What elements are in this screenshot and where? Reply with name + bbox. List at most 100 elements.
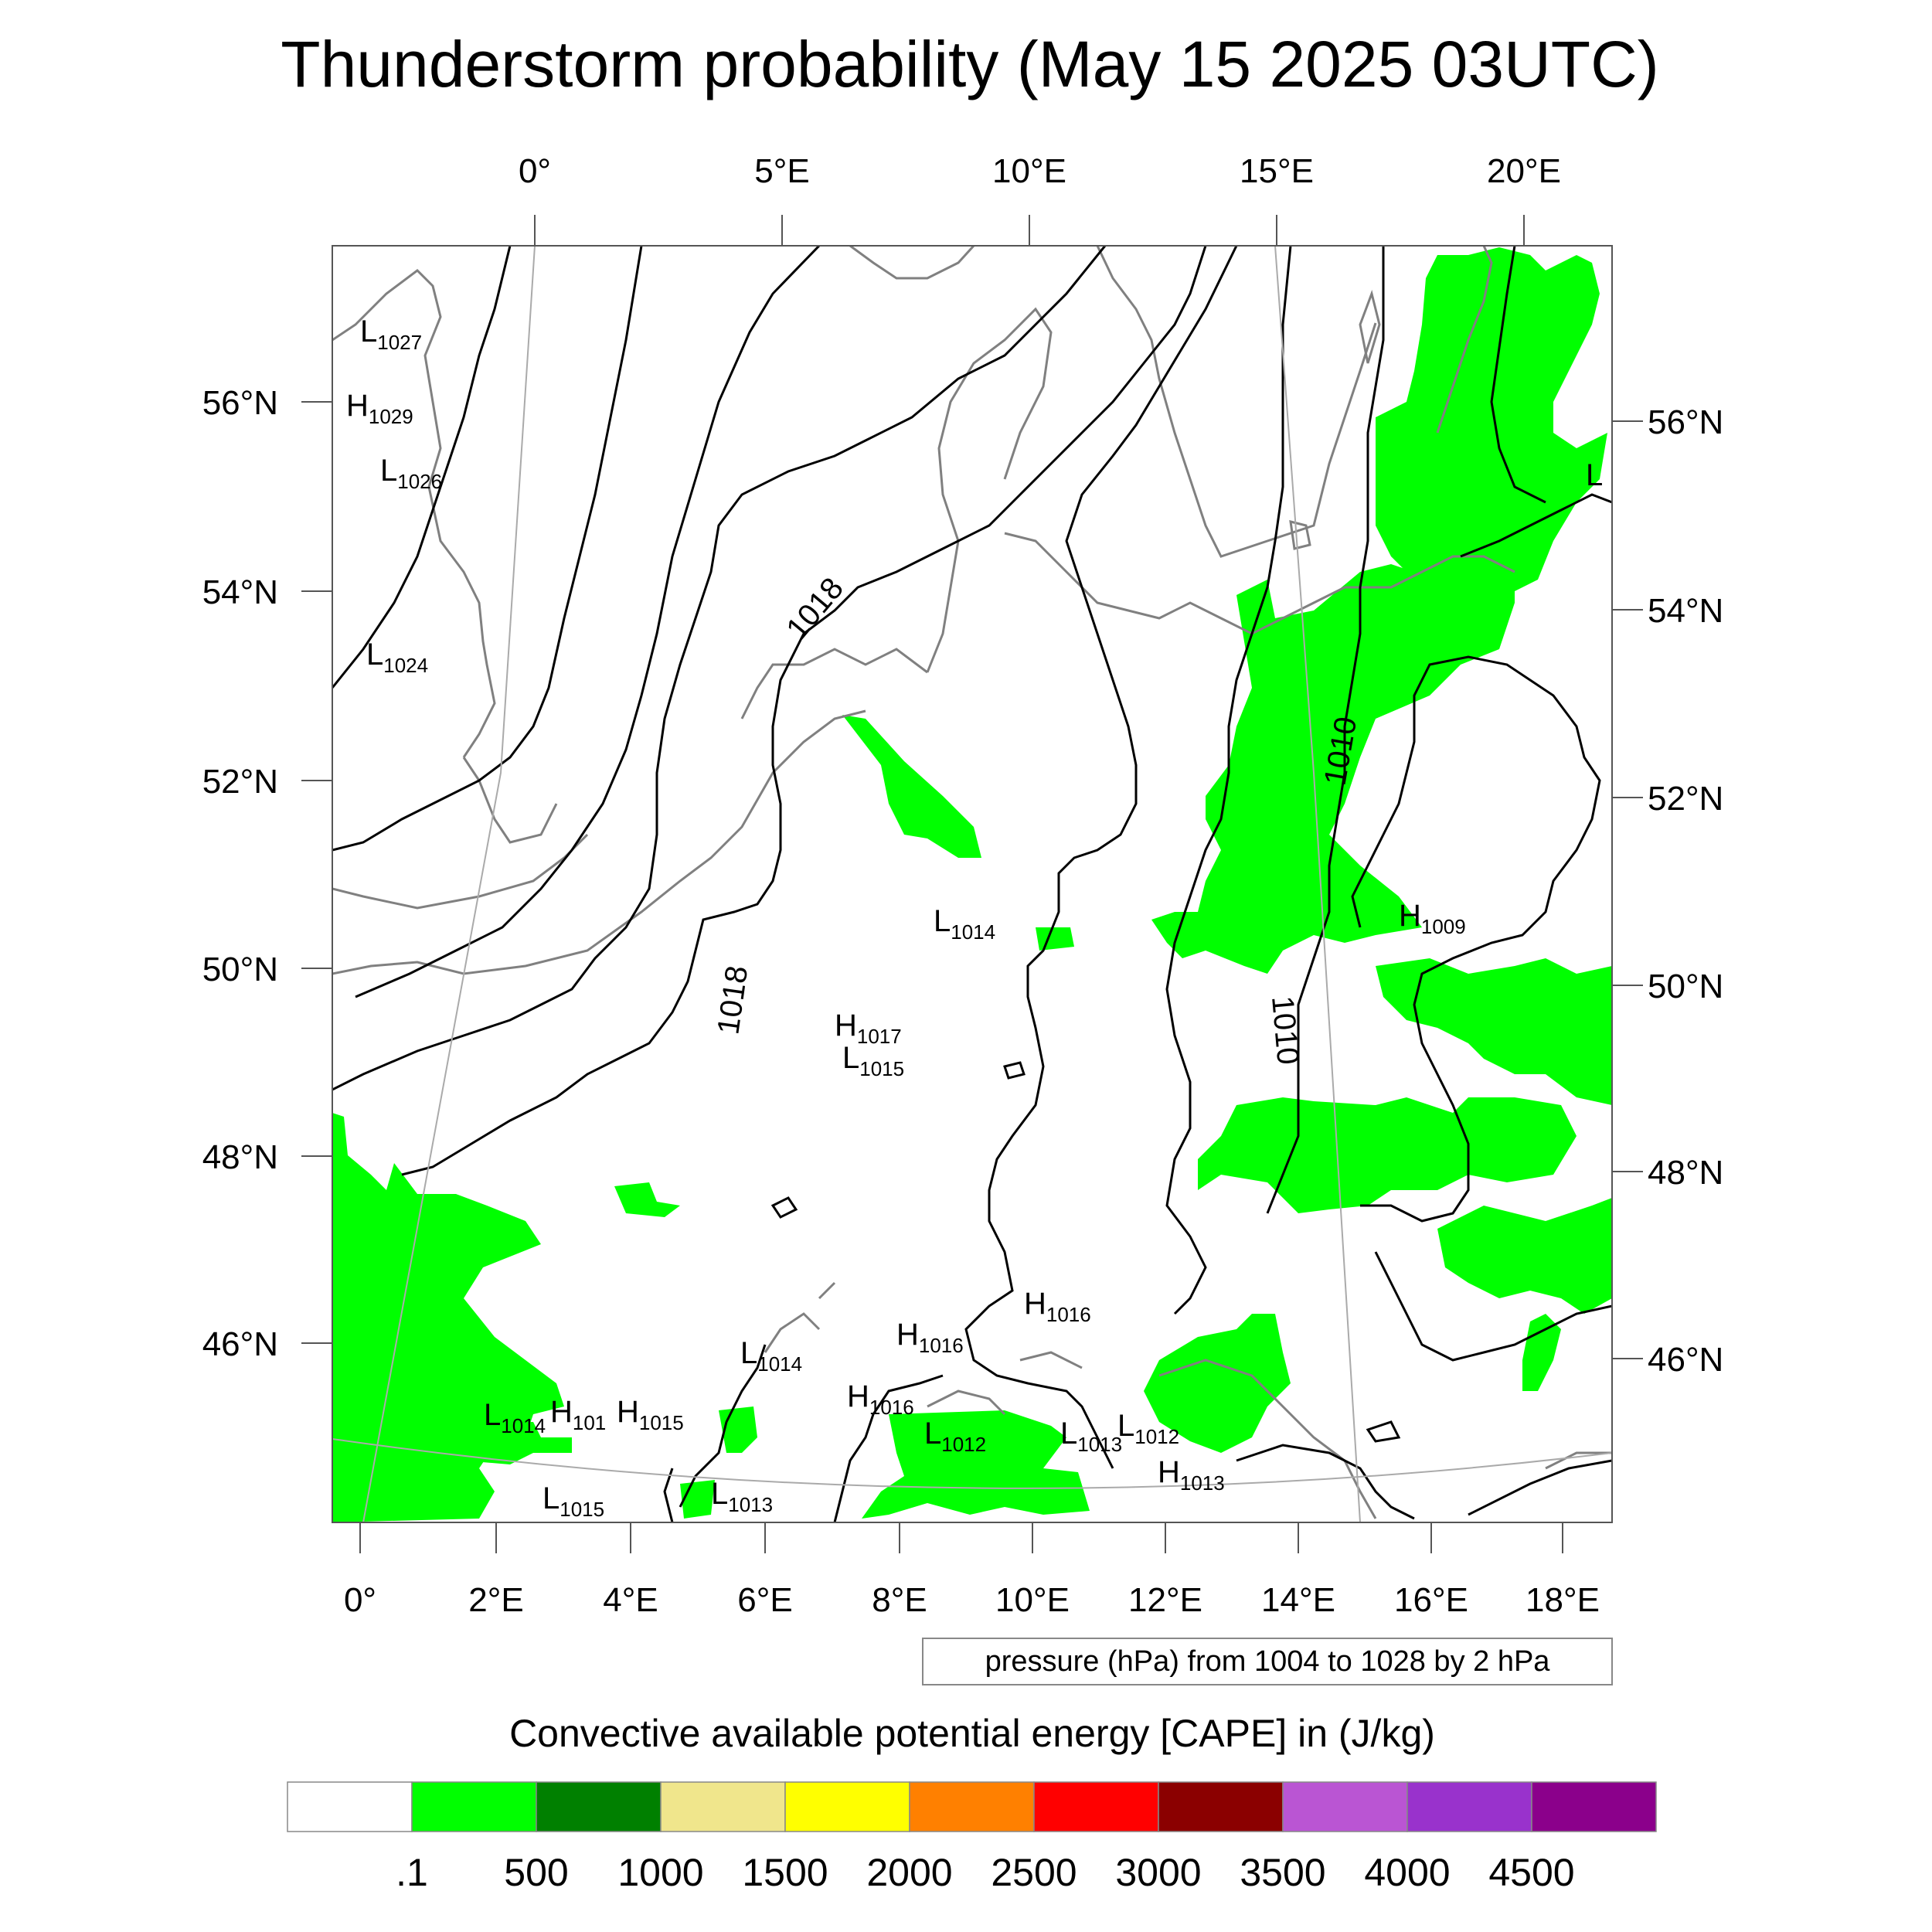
isobar-east-1 xyxy=(1165,246,1292,1315)
cape-region-alps-west-b xyxy=(680,1480,715,1519)
isobar-east-3 xyxy=(1351,834,1385,928)
isobar-baltic-east xyxy=(1490,246,1546,504)
coastline-bornholm xyxy=(1289,520,1311,550)
pressure-center: H1015 xyxy=(617,1395,684,1434)
coastlines xyxy=(332,246,1612,1519)
isobars xyxy=(332,246,1612,1522)
cape-region-southwest-b xyxy=(464,1422,572,1464)
colorbar-label: 2000 xyxy=(866,1851,952,1894)
colorbar-swatch xyxy=(411,1781,537,1832)
cape-colorbar: Convective available potential energy [C… xyxy=(287,1712,1657,1894)
pressure-center: H1016 xyxy=(847,1379,914,1419)
colorbar-label: 3500 xyxy=(1240,1851,1325,1894)
pressure-center: L1012 xyxy=(924,1417,986,1456)
left-lat-label: 54°N xyxy=(202,573,278,611)
bottom-lon-label: 12°E xyxy=(1128,1581,1202,1619)
pressure-centers: L1027 H1029 L1026 L1024 L1014 H1017 L101… xyxy=(346,315,1603,1521)
colorbar-label: 500 xyxy=(504,1851,568,1894)
bottom-lon-label: 6°E xyxy=(737,1581,792,1619)
pressure-center: L1012 xyxy=(1117,1409,1179,1448)
isobar-central xyxy=(964,246,1238,1469)
colorbar-label: 4500 xyxy=(1488,1851,1574,1894)
colorbar-swatch xyxy=(1033,1781,1159,1832)
isobar-hungary xyxy=(1374,1251,1612,1362)
coastline-denmark-west xyxy=(926,307,1053,673)
isobar-uk-2 xyxy=(332,246,643,852)
graticule-south-parallel xyxy=(332,1438,1612,1489)
bottom-lon-label: 0° xyxy=(344,1581,376,1619)
right-lat-label: 52°N xyxy=(1648,780,1723,818)
left-lat-label: 56°N xyxy=(202,384,278,422)
top-lon-label: 20°E xyxy=(1487,152,1561,190)
pressure-center: L1026 xyxy=(380,454,442,493)
left-lat-label: 46°N xyxy=(202,1325,278,1363)
pressure-center: L1014 xyxy=(484,1398,546,1437)
cape-region-germany-center xyxy=(1036,927,1074,951)
isobar-poland-loop xyxy=(1460,493,1612,558)
coastline-thames xyxy=(462,757,558,844)
cape-region-czech xyxy=(1198,1097,1577,1213)
colorbar-label: .1 xyxy=(396,1851,428,1894)
bottom-lon-label: 10°E xyxy=(995,1581,1070,1619)
pressure-center: L1024 xyxy=(366,638,428,677)
colorbar-swatch xyxy=(536,1781,662,1832)
graticule xyxy=(332,246,1612,1522)
colorbar-swatch xyxy=(1531,1781,1657,1832)
pressure-center: H1017 xyxy=(835,1009,902,1048)
left-latitude-labels: 56°N 54°N 52°N 50°N 48°N 46°N xyxy=(202,384,278,1363)
contour-info-text: pressure (hPa) from 1004 to 1028 by 2 hP… xyxy=(985,1645,1551,1678)
colorbar-label: 1500 xyxy=(742,1851,828,1894)
top-lon-label: 15°E xyxy=(1240,152,1314,190)
cape-region-slovenia xyxy=(1144,1314,1291,1453)
pressure-center: H1013 xyxy=(1158,1455,1225,1495)
colorbar-swatch xyxy=(1282,1781,1408,1832)
pressure-center: L1014 xyxy=(740,1336,802,1376)
graticule-0-meridian xyxy=(362,246,536,1522)
cape-region-france-east xyxy=(614,1182,680,1217)
coastline-alps-lakes xyxy=(927,1351,1083,1416)
pressure-center: L1015 xyxy=(842,1041,904,1080)
map-title: Thunderstorm probability (May 15 2025 03… xyxy=(281,28,1658,100)
coastline-baltic-states xyxy=(1436,246,1493,434)
top-longitude-labels: 0° 5°E 10°E 15°E 20°E xyxy=(519,152,1561,190)
map-frame xyxy=(332,245,1613,1523)
colorbar-label: 1000 xyxy=(617,1851,703,1894)
colorbar-swatch xyxy=(1158,1781,1284,1832)
cape-region-baltic xyxy=(1376,247,1607,595)
coastline-southeast xyxy=(1545,1451,1612,1470)
pressure-center: L1013 xyxy=(1060,1417,1122,1456)
bottom-lon-label: 18°E xyxy=(1526,1581,1600,1619)
map-panel: 0° 5°E 10°E 15°E 20°E 0° 2°E 4°E 6°E 8°E… xyxy=(202,152,1724,1619)
colorbar-label: 4000 xyxy=(1364,1851,1450,1894)
left-lat-label: 52°N xyxy=(202,763,278,801)
contour-info-box: pressure (hPa) from 1004 to 1028 by 2 hP… xyxy=(922,1638,1613,1685)
bottom-lon-label: 14°E xyxy=(1261,1581,1335,1619)
left-lat-label: 48°N xyxy=(202,1138,278,1176)
colorbar-swatches xyxy=(287,1781,1657,1832)
cape-region-poland-east xyxy=(1151,533,1515,974)
isobar-1010 xyxy=(1266,246,1385,1214)
bottom-lon-label: 16°E xyxy=(1394,1581,1468,1619)
cape-region-belgium xyxy=(842,715,981,858)
pressure-center: H101 xyxy=(550,1395,606,1434)
top-lon-label: 0° xyxy=(519,152,551,190)
cape-region-po-valley xyxy=(862,1410,1090,1519)
coastline-gotland xyxy=(1359,289,1381,364)
pressure-center: H1009 xyxy=(1399,899,1466,938)
right-lat-label: 54°N xyxy=(1648,592,1723,630)
colorbar-label: 2500 xyxy=(991,1851,1077,1894)
colorbar-labels: .1 500 1000 1500 2000 2500 3000 3500 4000 4500 xyxy=(396,1851,1574,1894)
coastline-uk-south xyxy=(332,833,589,910)
cape-shading xyxy=(332,247,1612,1522)
bottom-longitude-labels: 0° 2°E 4°E 6°E 8°E 10°E 12°E 14°E 16°E 1… xyxy=(344,1581,1600,1619)
bottom-lon-label: 4°E xyxy=(603,1581,658,1619)
pressure-center: L1014 xyxy=(934,904,995,944)
pressure-center: L1013 xyxy=(711,1477,773,1516)
isobar-italy-1 xyxy=(679,1344,767,1508)
pressure-center: L xyxy=(1586,458,1603,492)
colorbar-swatch xyxy=(784,1781,910,1832)
isobar-uk-1 xyxy=(332,246,512,689)
bottom-lon-label: 2°E xyxy=(468,1581,523,1619)
coastline-norway-south xyxy=(849,246,975,280)
left-lat-label: 50°N xyxy=(202,951,278,988)
